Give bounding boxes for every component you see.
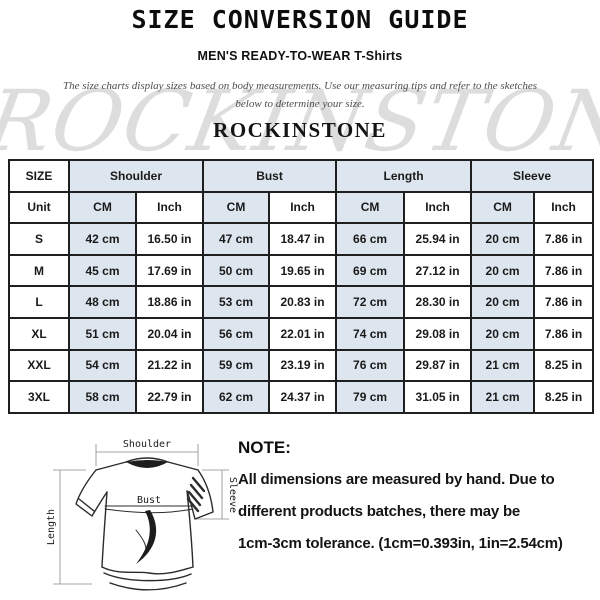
value-cell: 20 cm: [470, 285, 536, 319]
value-cell: 21 cm: [470, 380, 536, 414]
value-cell: 23.19 in: [268, 348, 338, 383]
unit-label: Unit: [8, 190, 70, 225]
value-cell: 21.22 in: [134, 348, 205, 383]
unit-cell: CM: [470, 190, 536, 225]
tshirt-measurement-diagram: Shoulder Bust Length Sleeve: [46, 434, 242, 600]
col-header-size: SIZE: [8, 159, 70, 193]
value-cell: 21 cm: [470, 348, 536, 383]
value-cell: 42 cm: [68, 222, 137, 256]
value-cell: 53 cm: [202, 285, 271, 319]
value-cell: 47 cm: [202, 222, 271, 256]
value-cell: 79 cm: [335, 380, 406, 414]
size-cell: XXL: [8, 348, 70, 383]
collar-shading: [126, 460, 168, 468]
size-cell: XL: [8, 316, 70, 351]
value-cell: 24.37 in: [268, 380, 338, 414]
value-cell: 56 cm: [202, 316, 271, 351]
size-guide-description: The size charts display sizes based on b…: [0, 77, 600, 113]
value-cell: 54 cm: [68, 348, 137, 383]
value-cell: 18.47 in: [268, 222, 338, 256]
sleeve-label: Sleeve: [227, 477, 238, 513]
unit-cell: CM: [335, 190, 406, 225]
value-cell: 18.86 in: [134, 285, 205, 319]
unit-cell: CM: [68, 190, 137, 225]
size-conversion-table: SIZE Shoulder Bust Length Sleeve Unit CM…: [8, 159, 595, 414]
table-row: XXL 54 cm 21.22 in 59 cm 23.19 in 76 cm …: [8, 348, 595, 383]
value-cell: 20.04 in: [134, 316, 205, 351]
value-cell: 20 cm: [470, 316, 536, 351]
unit-cell: Inch: [533, 190, 595, 225]
size-cell: L: [8, 285, 70, 319]
unit-cell: Inch: [268, 190, 338, 225]
size-cell: M: [8, 253, 70, 288]
page-title: SIZE CONVERSION GUIDE: [131, 5, 469, 34]
value-cell: 25.94 in: [403, 222, 473, 256]
unit-row: Unit CM Inch CM Inch CM Inch CM Inch: [8, 190, 595, 225]
value-cell: 58 cm: [68, 380, 137, 414]
note-line-3: 1cm-3cm tolerance. (1cm=0.393in, 1in=2.5…: [238, 535, 563, 552]
value-cell: 8.25 in: [533, 348, 595, 383]
value-cell: 7.86 in: [533, 285, 595, 319]
col-header-length: Length: [335, 159, 473, 193]
value-cell: 76 cm: [335, 348, 406, 383]
col-header-bust: Bust: [202, 159, 338, 193]
value-cell: 62 cm: [202, 380, 271, 414]
note-block: NOTE: All dimensions are measured by han…: [238, 438, 594, 567]
unit-cell: Inch: [403, 190, 473, 225]
size-cell: S: [8, 222, 70, 256]
value-cell: 20 cm: [470, 222, 536, 256]
unit-cell: Inch: [134, 190, 205, 225]
value-cell: 22.01 in: [268, 316, 338, 351]
value-cell: 19.65 in: [268, 253, 338, 288]
value-cell: 50 cm: [202, 253, 271, 288]
fabric-fold-shading: [136, 510, 157, 564]
bust-label-bg: [130, 494, 168, 505]
value-cell: 74 cm: [335, 316, 406, 351]
value-cell: 20 cm: [470, 253, 536, 288]
value-cell: 31.05 in: [403, 380, 473, 414]
col-header-shoulder: Shoulder: [67, 159, 205, 193]
note-line-1: All dimensions are measured by hand. Due…: [238, 471, 555, 488]
value-cell: 72 cm: [335, 285, 406, 319]
size-cell: 3XL: [8, 380, 70, 414]
value-cell: 29.08 in: [403, 316, 473, 351]
value-cell: 66 cm: [335, 222, 406, 256]
value-cell: 59 cm: [202, 348, 271, 383]
value-cell: 69 cm: [335, 253, 406, 288]
value-cell: 51 cm: [68, 316, 137, 351]
table-header-row: SIZE Shoulder Bust Length Sleeve: [8, 159, 595, 193]
value-cell: 17.69 in: [134, 253, 205, 288]
note-line-2: different products batches, there may be: [238, 503, 521, 520]
value-cell: 7.86 in: [533, 222, 595, 256]
shoulder-label: Shoulder: [123, 439, 171, 450]
description-line-2: below to determine your size.: [235, 98, 365, 110]
value-cell: 48 cm: [68, 285, 137, 319]
value-cell: 20.83 in: [268, 285, 338, 319]
value-cell: 7.86 in: [533, 316, 595, 351]
brand-name: ROCKINSTONE: [213, 118, 387, 142]
bottom-section: Shoulder Bust Length Sleeve NOTE: All di…: [0, 432, 600, 600]
table-row: L 48 cm 18.86 in 53 cm 20.83 in 72 cm 28…: [8, 285, 595, 319]
description-line-1: The size charts display sizes based on b…: [63, 80, 537, 92]
note-heading: NOTE:: [238, 438, 291, 457]
value-cell: 45 cm: [68, 253, 137, 288]
col-header-sleeve: Sleeve: [470, 159, 595, 193]
table-row: M 45 cm 17.69 in 50 cm 19.65 in 69 cm 27…: [8, 253, 595, 288]
bust-label: Bust: [137, 495, 161, 506]
tshirt-sketch: Shoulder Bust Length Sleeve: [46, 439, 238, 591]
value-cell: 8.25 in: [533, 380, 595, 414]
value-cell: 7.86 in: [533, 253, 595, 288]
length-label: Length: [46, 509, 57, 545]
value-cell: 27.12 in: [403, 253, 473, 288]
unit-cell: CM: [202, 190, 271, 225]
table-row: 3XL 58 cm 22.79 in 62 cm 24.37 in 79 cm …: [8, 380, 595, 414]
value-cell: 22.79 in: [134, 380, 205, 414]
value-cell: 29.87 in: [403, 348, 473, 383]
table-row: S 42 cm 16.50 in 47 cm 18.47 in 66 cm 25…: [8, 222, 595, 256]
value-cell: 28.30 in: [403, 285, 473, 319]
page-subtitle: MEN'S READY-TO-WEAR T-Shirts: [197, 49, 403, 63]
table-row: XL 51 cm 20.04 in 56 cm 22.01 in 74 cm 2…: [8, 316, 595, 351]
value-cell: 16.50 in: [134, 222, 205, 256]
